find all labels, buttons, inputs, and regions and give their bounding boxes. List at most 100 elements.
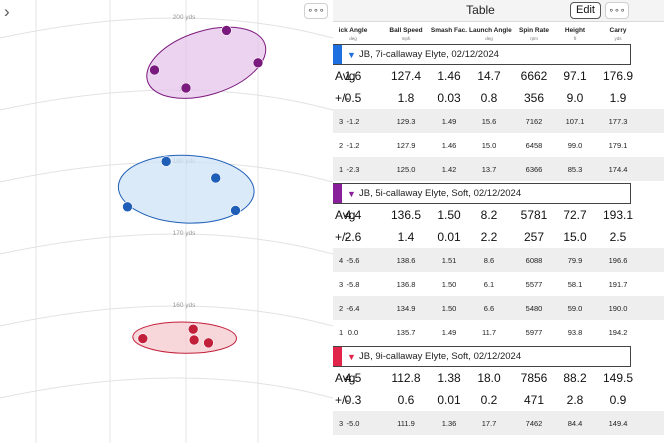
cell: 179.1 bbox=[608, 141, 628, 150]
avg-row: Avg 4.4 136.5 1.50 8.2 5781 72.7 193.1 bbox=[333, 204, 664, 226]
cell: 191.7 bbox=[608, 280, 628, 289]
group-name: JB, 7i-callaway Elyte, 02/12/2024 bbox=[359, 49, 499, 60]
avg-row: Avg 1.6 127.4 1.46 14.7 6662 97.1 176.9 bbox=[333, 65, 664, 87]
shot-point-2-2 bbox=[188, 334, 200, 346]
table-more-button[interactable]: ∘∘∘ bbox=[605, 2, 629, 19]
cell: -5.0 bbox=[346, 419, 360, 428]
shot-point-2-0 bbox=[137, 333, 149, 344]
cell: -1.2 bbox=[346, 141, 360, 150]
cell: -5.6 bbox=[346, 256, 360, 265]
edit-button[interactable]: Edit bbox=[570, 2, 601, 19]
cell: 1.38 bbox=[437, 371, 461, 385]
dispersion-ellipse-1 bbox=[117, 154, 255, 224]
shot-number: 1 bbox=[339, 165, 344, 174]
cell: 85.3 bbox=[567, 165, 583, 174]
column-header-3[interactable]: Launch Angle bbox=[469, 27, 512, 34]
shot-point-0-1 bbox=[221, 25, 232, 36]
cell: 13.7 bbox=[481, 165, 497, 174]
cell: 17.7 bbox=[481, 419, 497, 428]
avg-row-label: Avg bbox=[335, 371, 356, 385]
cell: 136.8 bbox=[396, 280, 416, 289]
cell: 2.6 bbox=[344, 230, 362, 244]
shot-number: 3 bbox=[339, 117, 344, 126]
column-header-0[interactable]: ick Angle bbox=[338, 27, 368, 34]
cell: 15.6 bbox=[481, 117, 497, 126]
group-header[interactable]: ▼ JB, 7i-callaway Elyte, 02/12/2024 bbox=[333, 44, 631, 65]
cell: 6088 bbox=[525, 256, 543, 265]
shot-point-1-3 bbox=[230, 205, 241, 216]
back-chevron-icon[interactable]: › bbox=[4, 2, 10, 21]
cell: 196.6 bbox=[608, 256, 628, 265]
cell: 0.9 bbox=[609, 393, 627, 407]
range-arc bbox=[0, 17, 333, 39]
deviation-row-label: +/- bbox=[335, 230, 350, 244]
cell: 136.5 bbox=[390, 208, 422, 222]
cell: 135.7 bbox=[396, 328, 416, 337]
cell: 1.46 bbox=[441, 141, 457, 150]
table-row[interactable]: 3 -5.8 136.8 1.50 6.1 5577 58.1 191.7 bbox=[333, 272, 664, 296]
collapse-triangle-icon[interactable]: ▼ bbox=[347, 189, 356, 199]
cell: 99.0 bbox=[567, 141, 583, 150]
cell: 107.1 bbox=[565, 117, 585, 126]
avg-row-label: Avg bbox=[335, 208, 356, 222]
collapse-triangle-icon[interactable]: ▼ bbox=[347, 352, 356, 362]
cell: 7162 bbox=[525, 117, 543, 126]
cell: 1.50 bbox=[437, 208, 461, 222]
cell: 1.50 bbox=[441, 304, 457, 313]
cell: 1.4 bbox=[397, 230, 415, 244]
cell: 15.0 bbox=[563, 230, 587, 244]
column-unit-5: ft bbox=[573, 36, 577, 41]
collapse-triangle-icon[interactable]: ▼ bbox=[347, 50, 356, 60]
cell: 5781 bbox=[520, 208, 548, 222]
column-header-4[interactable]: Spin Rate bbox=[519, 27, 549, 34]
table-row[interactable]: 3 -1.2 129.3 1.49 15.6 7162 107.1 177.3 bbox=[333, 109, 664, 133]
table-row[interactable]: 4 -5.6 138.6 1.51 8.6 6088 79.9 196.6 bbox=[333, 248, 664, 272]
group-name: JB, 9i-callaway Elyte, Soft, 02/12/2024 bbox=[359, 351, 522, 362]
cell: -5.8 bbox=[346, 280, 360, 289]
table-toolbar: Table Edit ∘∘∘ bbox=[333, 0, 664, 22]
cell: 471 bbox=[523, 393, 545, 407]
cell: 7856 bbox=[520, 371, 548, 385]
column-header-1[interactable]: Ball Speed bbox=[389, 27, 423, 34]
column-header-2[interactable]: Smash Fac. bbox=[430, 27, 468, 34]
cell: 93.8 bbox=[567, 328, 583, 337]
cell: -6.4 bbox=[346, 304, 360, 313]
cell: 356 bbox=[523, 91, 545, 105]
cell: 2.2 bbox=[480, 230, 498, 244]
table-row[interactable]: 2 -1.2 127.9 1.46 15.0 6458 99.0 179.1 bbox=[333, 133, 664, 157]
cell: 84.4 bbox=[567, 419, 583, 428]
cell: 1.42 bbox=[441, 165, 457, 174]
cell: 1.49 bbox=[441, 117, 457, 126]
cell: 58.1 bbox=[567, 280, 583, 289]
cell: 1.6 bbox=[344, 69, 362, 83]
avg-row: Avg 4.5 112.8 1.38 18.0 7856 88.2 149.5 bbox=[333, 367, 664, 389]
group-header[interactable]: ▼ JB, 5i-callaway Elyte, Soft, 02/12/2024 bbox=[333, 183, 631, 204]
column-header-6[interactable]: Carry bbox=[609, 27, 627, 34]
cell: 1.49 bbox=[441, 328, 457, 337]
shot-number: 2 bbox=[339, 304, 344, 313]
table-panel: Table Edit ∘∘∘ ick Angle deg Ball Speed mph… bbox=[333, 0, 664, 443]
cell: 0.2 bbox=[480, 393, 498, 407]
cell: 15.0 bbox=[481, 141, 497, 150]
table-row[interactable]: 1 -2.3 125.0 1.42 13.7 6366 85.3 174.4 bbox=[333, 157, 664, 181]
group-header[interactable]: ▼ JB, 9i-callaway Elyte, Soft, 02/12/2024 bbox=[333, 346, 631, 367]
plot-more-button[interactable]: ∘∘∘ bbox=[304, 3, 328, 19]
cell: 112.8 bbox=[391, 371, 421, 385]
column-unit-4: rpm bbox=[530, 36, 538, 41]
cell: 134.9 bbox=[396, 304, 416, 313]
table-row[interactable]: 2 -6.4 134.9 1.50 6.6 5480 59.0 190.0 bbox=[333, 296, 664, 320]
group-color-stripe bbox=[333, 45, 342, 64]
column-header-5[interactable]: Height bbox=[564, 27, 586, 34]
cell: 138.6 bbox=[396, 256, 416, 265]
column-unit-0: deg bbox=[349, 36, 357, 41]
range-arc bbox=[0, 305, 333, 327]
shot-point-1-0 bbox=[160, 156, 172, 167]
table-row[interactable]: 1 0.0 135.7 1.49 11.7 5977 93.8 194.2 bbox=[333, 320, 664, 344]
deviation-row: +/- 2.6 1.4 0.01 2.2 257 15.0 2.5 bbox=[333, 226, 664, 248]
table-row[interactable]: 3 -5.0 111.9 1.36 17.7 7462 84.4 149.4 bbox=[333, 411, 664, 435]
group-color-stripe bbox=[333, 347, 342, 366]
cell: 1.51 bbox=[441, 256, 457, 265]
